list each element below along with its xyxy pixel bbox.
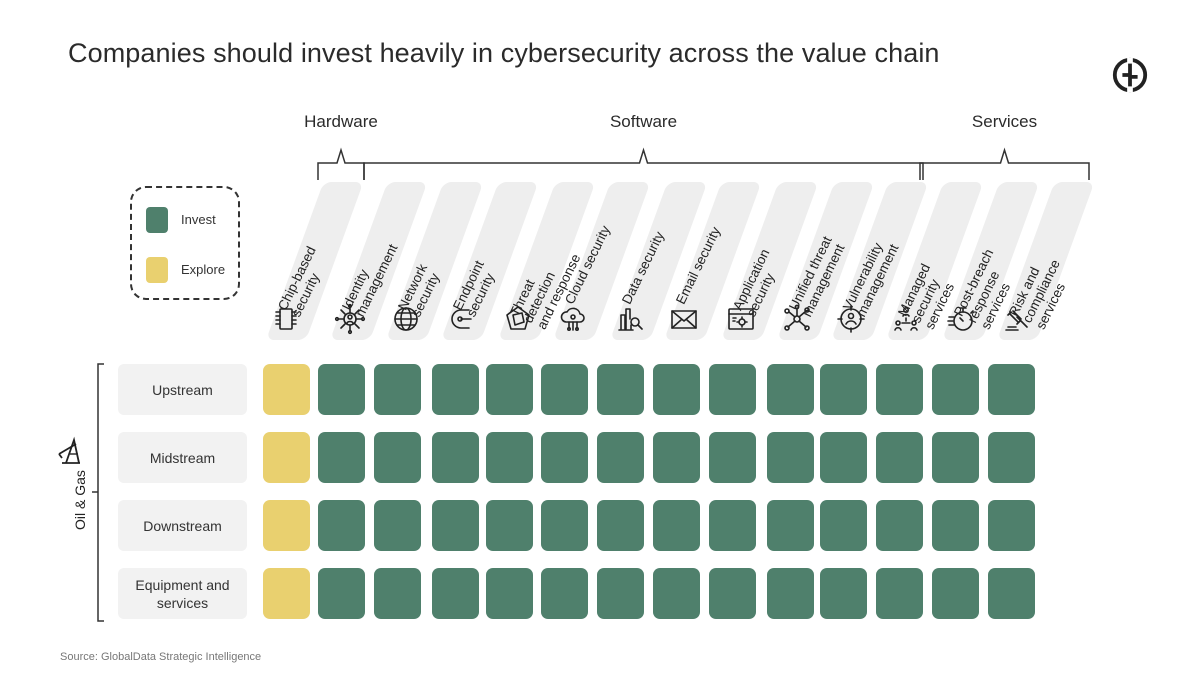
heatmap-cell-invest bbox=[374, 432, 421, 483]
heatmap-cell-invest bbox=[932, 364, 979, 415]
heatmap-cell-invest bbox=[820, 500, 867, 551]
heatmap-cell-invest bbox=[988, 500, 1035, 551]
legend-label: Explore bbox=[181, 262, 226, 277]
heatmap-cell-invest bbox=[988, 364, 1035, 415]
heatmap-cell-invest bbox=[541, 500, 588, 551]
stopwatch-icon bbox=[947, 307, 974, 331]
legend: Invest Explore bbox=[130, 186, 240, 300]
industry-bracket bbox=[92, 363, 104, 622]
heatmap-cell-invest bbox=[767, 568, 814, 619]
heatmap-cell-invest bbox=[318, 432, 365, 483]
gavel-icon bbox=[1005, 310, 1028, 331]
row-label: Upstream bbox=[118, 364, 247, 415]
heatmap-cell-invest bbox=[432, 500, 479, 551]
threat-shield-icon bbox=[506, 306, 530, 330]
heatmap-cell-invest bbox=[432, 364, 479, 415]
legend-swatch-explore bbox=[146, 257, 168, 283]
heatmap-cell-invest bbox=[653, 432, 700, 483]
heatmap-cell-invest bbox=[820, 364, 867, 415]
source-note: Source: GlobalData Strategic Intelligenc… bbox=[60, 651, 262, 663]
heatmap-cell-invest bbox=[432, 568, 479, 619]
heatmap-cell-invest bbox=[932, 432, 979, 483]
heatmap-cell-invest bbox=[876, 432, 923, 483]
data-magnifier-icon bbox=[618, 308, 643, 331]
heatmap-cell-invest bbox=[653, 568, 700, 619]
heatmap-cell-invest bbox=[374, 500, 421, 551]
heatmap-cell-invest bbox=[709, 364, 756, 415]
heatmap-cell-invest bbox=[709, 432, 756, 483]
row-label: Equipment and services bbox=[118, 568, 247, 619]
globaldata-logo-icon bbox=[1112, 57, 1148, 93]
heatmap-cell-invest bbox=[767, 364, 814, 415]
heatmap-cell-invest bbox=[709, 568, 756, 619]
heatmap-cell-invest bbox=[541, 432, 588, 483]
heatmap-cell-invest bbox=[318, 568, 365, 619]
endpoint-icon bbox=[451, 309, 472, 329]
heatmap-cell-invest bbox=[932, 500, 979, 551]
group-label: Hardware bbox=[304, 112, 378, 131]
app-window-gear-icon bbox=[728, 308, 754, 330]
heatmap-cell-invest bbox=[876, 364, 923, 415]
heatmap-cell-invest bbox=[541, 568, 588, 619]
heatmap-cell-invest bbox=[486, 500, 533, 551]
heatmap-cell-invest bbox=[876, 568, 923, 619]
heatmap-cell-explore bbox=[263, 500, 310, 551]
heatmap-cell-invest bbox=[709, 500, 756, 551]
group-label: Services bbox=[971, 112, 1038, 131]
heatmap-cell-invest bbox=[318, 500, 365, 551]
heatmap-cell-invest bbox=[653, 500, 700, 551]
legend-label: Invest bbox=[181, 212, 216, 227]
target-person-icon bbox=[837, 305, 865, 333]
group-bracket bbox=[919, 147, 1090, 180]
heatmap-cell-invest bbox=[820, 432, 867, 483]
heatmap-cell-invest bbox=[876, 500, 923, 551]
envelope-icon bbox=[671, 310, 697, 329]
heatmap-cell-invest bbox=[988, 568, 1035, 619]
heatmap-cell-explore bbox=[263, 568, 310, 619]
heatmap-cell-invest bbox=[932, 568, 979, 619]
heatmap-cell-invest bbox=[767, 432, 814, 483]
globe-network-icon bbox=[394, 307, 418, 331]
heatmap-cell-invest bbox=[486, 364, 533, 415]
oil-derrick-icon bbox=[58, 436, 80, 464]
heatmap-cell-invest bbox=[597, 364, 644, 415]
heatmap-cell-invest bbox=[597, 432, 644, 483]
row-label: Midstream bbox=[118, 432, 247, 483]
heatmap-cell-invest bbox=[486, 432, 533, 483]
heatmap-cell-invest bbox=[988, 432, 1035, 483]
group-bracket bbox=[317, 147, 365, 180]
heatmap-cell-invest bbox=[653, 364, 700, 415]
people-network-icon bbox=[894, 307, 918, 331]
chip-icon bbox=[275, 308, 297, 330]
group-bracket bbox=[363, 147, 924, 180]
heatmap-cell-invest bbox=[486, 568, 533, 619]
heatmap-cell-invest bbox=[597, 568, 644, 619]
heatmap-cell-invest bbox=[318, 364, 365, 415]
row-label: Downstream bbox=[118, 500, 247, 551]
identity-network-icon bbox=[334, 303, 366, 335]
heatmap-cell-invest bbox=[541, 364, 588, 415]
heatmap-cell-invest bbox=[820, 568, 867, 619]
heatmap-cell-invest bbox=[374, 568, 421, 619]
legend-swatch-invest bbox=[146, 207, 168, 233]
hub-nodes-icon bbox=[784, 304, 810, 331]
chart-title: Companies should invest heavily in cyber… bbox=[68, 38, 940, 68]
heatmap-cell-invest bbox=[374, 364, 421, 415]
heatmap-cell-invest bbox=[767, 500, 814, 551]
heatmap-cell-explore bbox=[263, 364, 310, 415]
heatmap-cell-explore bbox=[263, 432, 310, 483]
cloud-circuit-icon bbox=[560, 307, 585, 331]
group-brackets bbox=[317, 147, 1090, 180]
group-label: Software bbox=[609, 112, 678, 131]
heatmap-cell-invest bbox=[432, 432, 479, 483]
industry-label: Oil & Gas bbox=[72, 470, 88, 530]
heatmap-cell-invest bbox=[597, 500, 644, 551]
